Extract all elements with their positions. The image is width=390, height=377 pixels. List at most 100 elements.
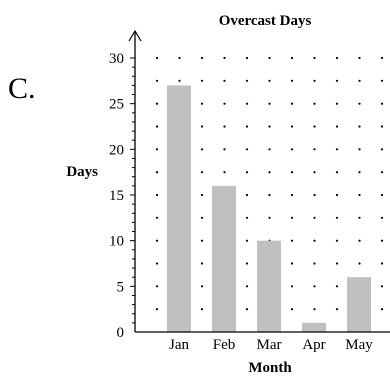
grid-dot (155, 56, 159, 60)
grid-dot (335, 308, 339, 311)
grid-dot (200, 216, 204, 219)
grid-dot (200, 125, 204, 128)
grid-dot (268, 125, 271, 128)
grid-dot (290, 102, 294, 105)
grid-dot (313, 171, 316, 174)
grid-dot (223, 56, 226, 60)
bar-mar (257, 240, 281, 332)
grid-dot (245, 171, 249, 174)
grid-dot (223, 125, 226, 128)
grid-dot (200, 193, 204, 197)
y-tick-label: 5 (117, 279, 125, 295)
grid-dot (335, 102, 339, 105)
grid-dot (245, 239, 249, 242)
grid-dot (245, 262, 249, 265)
grid-dot (380, 171, 384, 174)
grid-dot (290, 285, 294, 288)
grid-dot (335, 79, 339, 82)
x-tick-label: Jan (169, 337, 189, 353)
grid-dot (245, 285, 249, 288)
grid-dot (313, 148, 316, 151)
y-axis-arrow-icon (128, 29, 142, 42)
grid-dot (245, 79, 249, 82)
grid-dot (223, 102, 226, 105)
grid-dot (155, 239, 159, 242)
x-tick-label: Feb (213, 337, 236, 353)
grid-dot (223, 148, 226, 151)
y-axis-label: Days (66, 164, 98, 180)
grid-dot (380, 262, 384, 265)
y-tick-label: 10 (109, 234, 124, 250)
grid-dot (178, 56, 181, 60)
grid-dot (290, 171, 294, 174)
grid-dot (155, 285, 159, 288)
grid-dot (358, 193, 361, 197)
grid-dot (268, 102, 271, 105)
grid-dot (155, 171, 159, 174)
bar-feb (212, 185, 236, 332)
option-label: C. (8, 72, 36, 105)
grid-dot (290, 79, 294, 82)
grid-dot (268, 193, 271, 197)
grid-dot (268, 171, 271, 174)
grid-dot (313, 239, 316, 242)
grid-dot (155, 79, 159, 82)
grid-dot (268, 216, 271, 219)
grid-dot (335, 216, 339, 219)
grid-dot (380, 102, 384, 105)
bars (167, 85, 371, 333)
grid-dot (155, 193, 159, 197)
grid-dot (245, 125, 249, 128)
grid-dot (313, 102, 316, 105)
grid-dot (290, 308, 294, 311)
x-tick-label: Mar (257, 337, 282, 353)
grid-dot (358, 148, 361, 151)
grid-dot (335, 125, 339, 128)
grid-dot (223, 171, 226, 174)
grid-dot (290, 216, 294, 219)
grid-dot (245, 193, 249, 197)
chart-title: Overcast Days (219, 13, 312, 29)
grid-dot (200, 171, 204, 174)
grid-dot (200, 308, 204, 311)
grid-dot (268, 56, 271, 60)
grid-dot (380, 148, 384, 151)
grid-dot (245, 56, 249, 60)
y-tick-label: 25 (109, 97, 124, 113)
axes (128, 29, 390, 333)
x-tick-label: May (345, 337, 373, 353)
grid-dot (335, 285, 339, 288)
grid-dot (380, 239, 384, 242)
grid-dot (335, 193, 339, 197)
grid-dot (358, 125, 361, 128)
bar-jan (167, 85, 191, 333)
grid-dot (200, 56, 204, 60)
grid-dot (358, 262, 361, 265)
grid-dot (313, 308, 316, 311)
bar-may (347, 277, 371, 332)
grid-dot (380, 79, 384, 82)
grid-dot (380, 193, 384, 197)
grid-dot (290, 148, 294, 151)
grid-dot (313, 262, 316, 265)
grid-dot (155, 216, 159, 219)
grid-dot (358, 171, 361, 174)
grid-dot (313, 193, 316, 197)
grid-dot (380, 56, 384, 60)
grid-dot (313, 216, 316, 219)
grid-dot (245, 102, 249, 105)
grid-dot (200, 239, 204, 242)
grid-dot (313, 285, 316, 288)
grid-dot (358, 239, 361, 242)
grid-dot (380, 285, 384, 288)
grid-dot (223, 79, 226, 82)
grid-dot (335, 171, 339, 174)
grid-dot (245, 148, 249, 151)
grid-dot (155, 125, 159, 128)
grid-dot (313, 56, 316, 60)
grid-dot (380, 308, 384, 311)
grid-dot (200, 102, 204, 105)
grid-dot (155, 102, 159, 105)
grid-dot (313, 79, 316, 82)
